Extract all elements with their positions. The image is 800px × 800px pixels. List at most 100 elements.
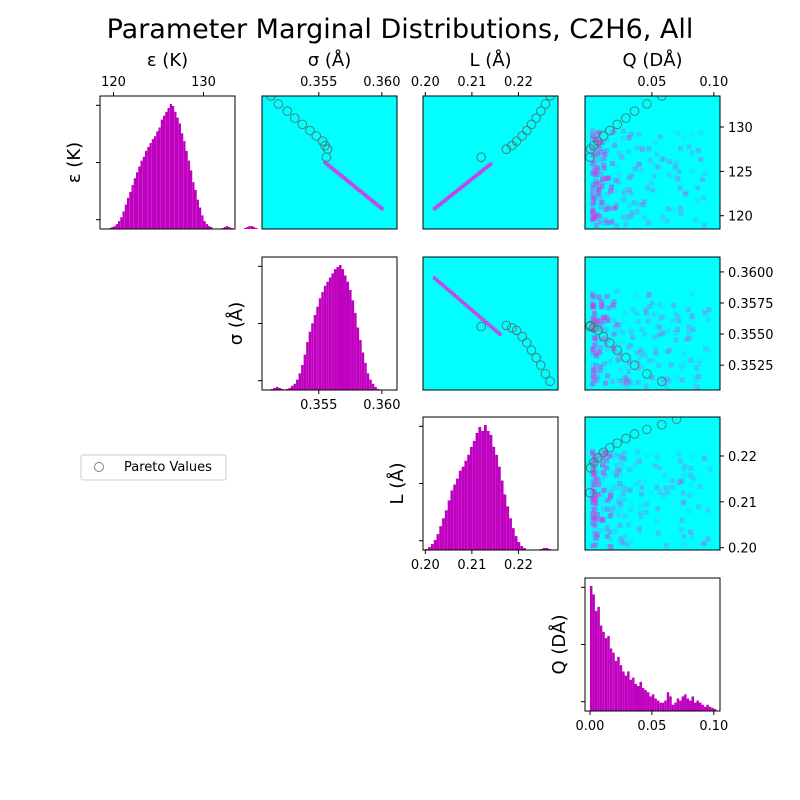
hist-bar [145,150,148,229]
density-cell [639,326,645,332]
density-cell [628,190,634,196]
density-cell [620,136,626,142]
density-cell [615,358,621,364]
density-cell [590,521,596,527]
density-cell [639,353,645,359]
hist-bar [183,141,186,229]
density-cell [646,292,652,298]
density-cell [625,214,631,220]
density-cell [629,213,635,219]
right-tick-label: 0.20 [728,542,757,557]
pareto-point [476,152,486,162]
density-cell [652,139,658,145]
density-cell [616,498,622,504]
density-cell [601,155,607,161]
density-cell [457,187,461,192]
density-cell [617,356,623,362]
density-cell [332,168,337,172]
hist-bar [326,281,329,390]
density-cell [695,147,701,153]
density-cell [591,200,597,206]
density-cell [611,143,617,149]
density-cell [632,462,638,468]
top-tick-label: 0.22 [504,75,533,90]
density-cell [590,302,596,308]
density-cell [590,299,596,305]
density-cell [597,168,603,174]
density-cell [597,368,603,374]
density-cell [613,529,619,535]
density-cell [689,313,695,319]
density-cell [592,523,598,529]
density-cell [590,515,596,521]
density-cell [654,484,660,490]
density-cell [662,314,668,320]
density-cell [594,181,600,187]
hist-bar [291,385,294,390]
density-cell [625,542,631,548]
density-cell [643,382,649,388]
density-cell [638,347,644,353]
density-cell [602,473,608,479]
density-cell [626,149,632,155]
density-cell [659,156,665,162]
hist-bar [696,700,699,711]
density-cell [590,189,596,195]
density-cell [626,359,632,365]
density-cell [641,479,647,485]
density-cell [591,335,597,341]
density-cell [590,182,596,188]
density-cell [592,476,598,482]
density-cell [432,206,437,211]
density-cell [593,460,599,466]
density-cell [595,318,601,324]
density-cell [596,187,602,193]
density-cell [617,169,623,175]
density-cell [590,149,596,155]
pareto-point [612,119,623,130]
density-cell [634,449,640,455]
hist-bar [661,702,665,711]
density-cell [673,337,679,343]
pareto-point [251,78,260,87]
density-cell [600,457,606,463]
density-cell [590,451,596,457]
density-cell [590,162,596,168]
density-cell [632,166,638,172]
hist-bar [612,652,615,711]
density-cell [474,311,478,316]
density-cell [616,499,622,505]
pareto-point [297,119,308,130]
hist-bar [674,702,677,711]
density-cell [690,317,696,323]
density-cell [628,380,634,386]
hist-bar [594,611,598,711]
density-cell [690,314,696,320]
density-cell [590,479,596,485]
density-cell [621,190,627,196]
right-tick-label: 0.3525 [728,359,774,374]
density-cell [595,152,601,158]
hist-bar [686,698,690,711]
hist-bar [344,275,347,390]
density-cell [635,366,641,372]
density-cell [590,511,596,517]
density-cell [611,317,617,323]
hist-bar [676,698,680,711]
density-cell [647,157,653,163]
density-cell [670,206,676,212]
density-cell [597,295,603,301]
hist-bar [542,548,546,550]
density-cell [605,337,611,343]
density-cell [590,361,596,367]
density-cell [605,497,611,503]
density-cell [590,460,596,466]
pareto-point [656,376,667,387]
hist-bar [634,683,638,711]
density-cell [609,507,615,513]
density-cell [695,185,701,191]
density-cell [591,456,597,462]
hist-bar [369,379,372,390]
density-cell [663,543,669,549]
pareto-point [588,140,599,151]
